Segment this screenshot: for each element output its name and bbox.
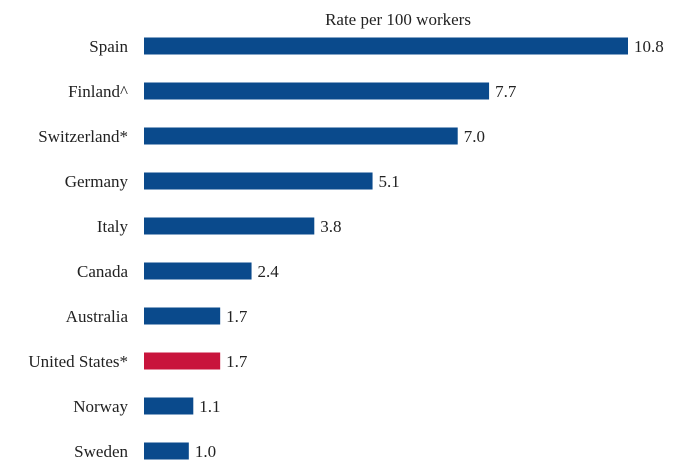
bars-group: Spain 10.8 Finland^ 7.7 Switzerland* 7.0 Germa… xyxy=(28,37,663,460)
bar-finland xyxy=(144,82,490,100)
category-label-sweden: Sweden xyxy=(74,442,128,460)
category-label-australia: Australia xyxy=(66,307,129,326)
bar-canada xyxy=(144,262,252,280)
category-label-spain: Spain xyxy=(89,37,128,56)
category-label-norway: Norway xyxy=(73,397,128,416)
bar-united-states xyxy=(144,352,221,370)
bar-australia xyxy=(144,307,221,325)
value-label-finland: 7.7 xyxy=(495,82,517,101)
bar-norway xyxy=(144,397,194,415)
value-label-united-states: 1.7 xyxy=(226,352,248,371)
x-axis-title: Rate per 100 workers xyxy=(325,10,471,29)
value-label-switzerland: 7.0 xyxy=(464,127,485,146)
category-label-canada: Canada xyxy=(77,262,128,281)
value-label-norway: 1.1 xyxy=(199,397,220,416)
value-label-canada: 2.4 xyxy=(258,262,280,281)
bar-sweden xyxy=(144,442,189,460)
value-label-australia: 1.7 xyxy=(226,307,248,326)
category-label-germany: Germany xyxy=(65,172,129,191)
value-label-sweden: 1.0 xyxy=(195,442,216,460)
bar-germany xyxy=(144,172,373,190)
category-label-italy: Italy xyxy=(97,217,129,236)
category-label-united-states: United States* xyxy=(28,352,128,371)
bar-italy xyxy=(144,217,315,235)
value-label-germany: 5.1 xyxy=(379,172,400,191)
bar-switzerland xyxy=(144,127,458,145)
category-label-switzerland: Switzerland* xyxy=(38,127,128,146)
value-label-italy: 3.8 xyxy=(320,217,341,236)
bar-spain xyxy=(144,37,628,55)
category-label-finland: Finland^ xyxy=(68,82,128,101)
value-label-spain: 10.8 xyxy=(634,37,664,56)
